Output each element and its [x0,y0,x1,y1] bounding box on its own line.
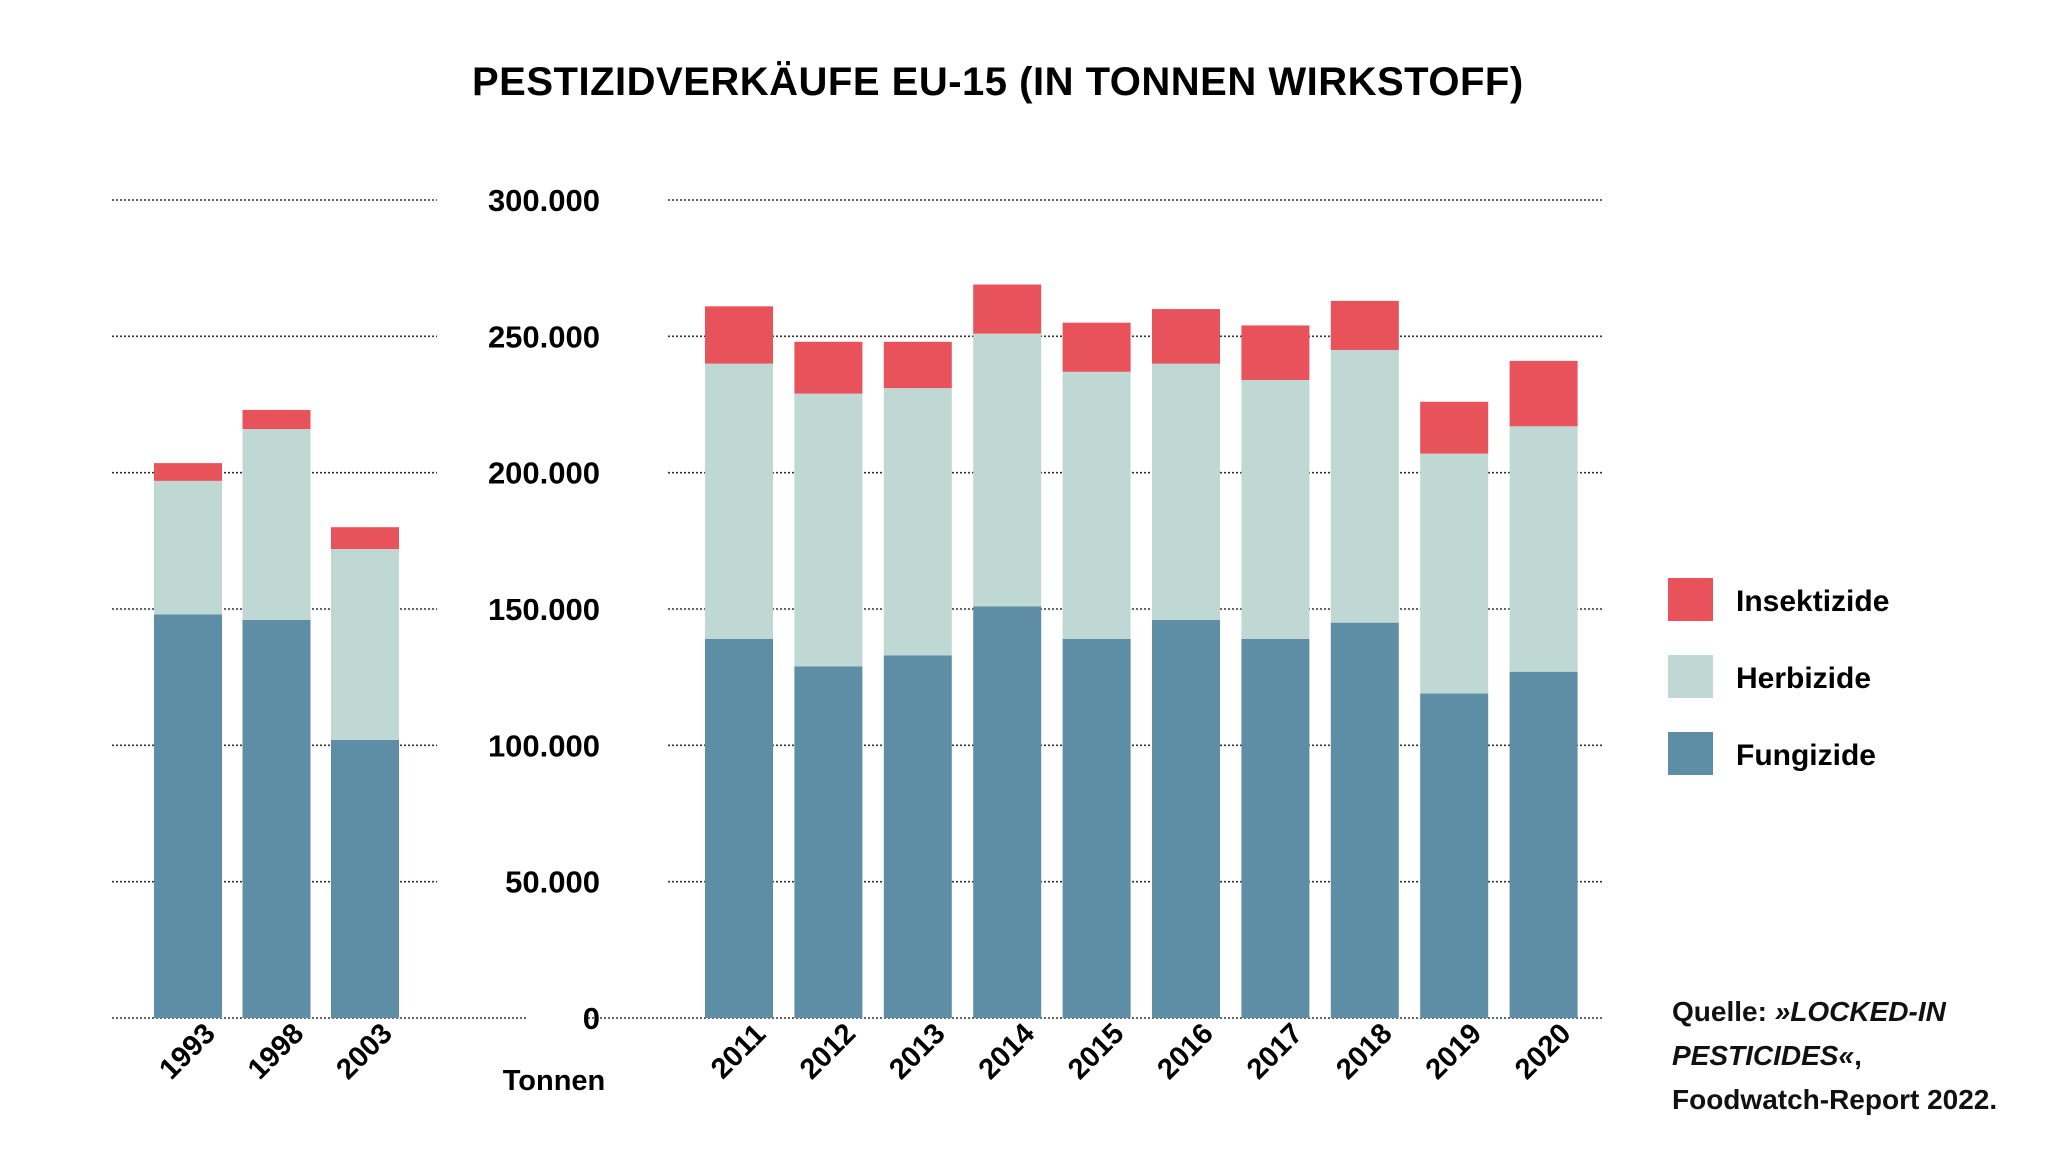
x-tick-label: 2018 [1330,1018,1398,1086]
source-title: »LOCKED-IN PESTICIDES« [1672,996,1946,1071]
bar-insektizide-2003 [331,527,399,550]
bar-insektizide-1998 [242,409,311,430]
legend-label-fungizide: Fungizide [1736,739,1876,772]
y-tick-label: 200.000 [488,456,600,491]
bar-fungizide-2016 [1152,619,1220,1018]
bar-insektizide-2014 [973,284,1042,334]
x-tick-label: 1993 [154,1018,222,1086]
x-axis: 1993 1998 2003 2011 2012 2013 2014 2015 2016 2017… [154,1018,1578,1086]
bar-insektizide-2019 [1420,401,1489,454]
bar-herbizide-2017 [1241,379,1310,639]
bar-herbizide-2015 [1062,371,1131,639]
bar-herbizide-2012 [794,393,863,667]
bar-herbizide-2014 [973,333,1042,607]
bar-fungizide-2011 [705,638,773,1018]
source-prefix: Quelle: [1672,996,1775,1027]
bar-insektizide-2016 [1152,309,1220,364]
y-tick-label: 0 [583,1001,600,1036]
bar-fungizide-2014 [973,606,1042,1018]
bar-fungizide-2015 [1062,638,1131,1018]
x-tick-label: 2019 [1420,1018,1488,1086]
y-tick-label: 250.000 [488,319,600,354]
y-tick-label: 300.000 [488,183,600,218]
bar-herbizide-2016 [1152,363,1220,620]
x-tick-label: 2012 [794,1018,862,1086]
x-tick-label: 2017 [1241,1018,1309,1086]
x-tick-label: 2014 [973,1018,1041,1086]
legend-swatch-herbizide [1668,655,1713,698]
x-tick-label: 2011 [705,1018,772,1085]
legend-swatch-insektizide [1668,578,1713,621]
source-suffix: , Foodwatch-Report 2022. [1672,1040,1998,1115]
x-tick-label: 2015 [1062,1018,1130,1086]
bar-insektizide-2013 [883,341,952,389]
bar-fungizide-2017 [1241,638,1310,1018]
legend-label-insektizide: Insektizide [1736,585,1889,618]
bar-herbizide-2019 [1420,453,1489,694]
source-note: Quelle: »LOCKED-IN PESTICIDES«, Foodwatc… [1672,990,2002,1122]
bar-insektizide-2018 [1330,300,1399,350]
bar-insektizide-2012 [794,341,863,394]
bar-fungizide-2012 [794,666,863,1018]
y-tick-label: 50.000 [505,865,600,900]
bar-herbizide-2018 [1330,349,1399,623]
y-axis-unit-label: Tonnen [503,1065,606,1097]
bar-fungizide-2013 [883,655,952,1018]
legend-label-herbizide: Herbizide [1736,662,1871,695]
x-tick-label: 1998 [242,1018,310,1086]
bar-insektizide-2015 [1062,322,1131,372]
bar-fungizide-2019 [1420,693,1489,1018]
bar-insektizide-2020 [1509,360,1578,427]
bar-insektizide-1993 [154,463,222,481]
bar-herbizide-2003 [331,549,399,740]
x-tick-label: 2003 [331,1018,399,1086]
bar-herbizide-2013 [883,388,952,656]
chart-title: PESTIZIDVERKÄUFE EU-15 (IN TONNEN WIRKST… [472,60,1524,104]
bar-insektizide-2017 [1241,325,1310,380]
bar-herbizide-1993 [154,480,222,615]
x-tick-label: 2020 [1509,1018,1577,1086]
bars [154,284,1578,1018]
legend-swatch-fungizide [1668,732,1713,775]
bar-herbizide-2011 [705,363,773,639]
y-tick-label: 100.000 [488,728,600,763]
x-tick-label: 2013 [883,1018,951,1086]
bar-herbizide-1998 [242,429,311,620]
x-tick-label: 2016 [1152,1018,1220,1086]
bar-fungizide-2003 [331,739,399,1018]
bar-fungizide-1998 [242,619,311,1018]
bar-fungizide-2020 [1509,671,1578,1018]
bar-fungizide-2018 [1330,622,1399,1018]
y-axis: 0 50.000 100.000 150.000 200.000 250.000 300.0… [488,183,600,1036]
bar-fungizide-1993 [154,614,222,1018]
y-tick-label: 150.000 [488,592,600,627]
bar-insektizide-2011 [705,306,773,364]
bar-herbizide-2020 [1509,426,1578,672]
legend: Insektizide Herbizide Fungizide [1668,578,1889,775]
